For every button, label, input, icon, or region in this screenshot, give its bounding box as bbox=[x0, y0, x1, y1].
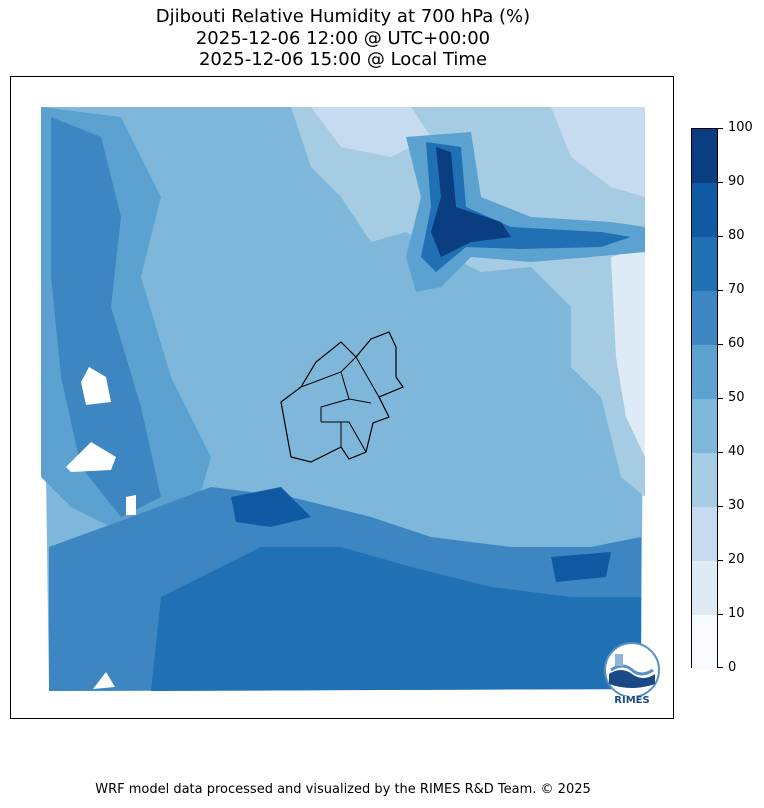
colorbar-segment bbox=[692, 183, 717, 237]
colorbar-segment bbox=[692, 237, 717, 291]
title-line-1: Djibouti Relative Humidity at 700 hPa (%… bbox=[155, 6, 531, 27]
colorbar-tick bbox=[718, 506, 723, 507]
colorbar-segment bbox=[692, 291, 717, 345]
humidity-plume-northeast bbox=[406, 132, 645, 292]
colorbar-tick bbox=[718, 290, 723, 291]
colorbar-tick-label: 30 bbox=[728, 498, 745, 513]
colorbar-tick bbox=[718, 614, 723, 615]
colorbar-tick-label: 60 bbox=[728, 336, 745, 351]
colorbar-segment bbox=[692, 507, 717, 561]
colorbar-segment bbox=[692, 615, 717, 669]
colorbar-tick bbox=[718, 236, 723, 237]
chart-title: Djibouti Relative Humidity at 700 hPa (%… bbox=[0, 6, 686, 71]
humidity-core-south bbox=[231, 487, 311, 527]
humidity-moister-south bbox=[151, 547, 641, 691]
humidity-moister-west bbox=[51, 117, 161, 517]
colorbar-tick bbox=[718, 560, 723, 561]
colorbar-tick-label: 10 bbox=[728, 606, 745, 621]
rimes-logo-icon bbox=[604, 642, 660, 698]
humidity-very-dry-northeast bbox=[551, 107, 645, 197]
map-frame bbox=[10, 76, 674, 719]
missing-data-patch-2 bbox=[66, 442, 116, 472]
colorbar bbox=[691, 128, 718, 669]
colorbar-tick-label: 100 bbox=[728, 120, 753, 135]
colorbar-tick-label: 0 bbox=[728, 660, 737, 675]
colorbar-tick-label: 80 bbox=[728, 228, 745, 243]
colorbar-tick bbox=[718, 452, 723, 453]
footer-credit: WRF model data processed and visualized … bbox=[95, 782, 591, 797]
colorbar-tick-label: 70 bbox=[728, 282, 745, 297]
humidity-core-southeast bbox=[551, 552, 611, 582]
colorbar-tick bbox=[718, 398, 723, 399]
colorbar-tick-label: 90 bbox=[728, 174, 745, 189]
colorbar-tick bbox=[718, 667, 723, 668]
logo-text: RIMES bbox=[614, 695, 650, 706]
colorbar-segment bbox=[692, 399, 717, 453]
colorbar-tick-label: 40 bbox=[728, 444, 745, 459]
missing-data-patch-4 bbox=[93, 672, 115, 689]
missing-data-patch-3 bbox=[126, 495, 136, 515]
humidity-plume-peak bbox=[431, 147, 511, 257]
colorbar-segment bbox=[692, 129, 717, 183]
humidity-very-dry-north bbox=[311, 107, 431, 157]
colorbar-segment bbox=[692, 453, 717, 507]
missing-data-patch-1 bbox=[81, 367, 111, 405]
rimes-logo: RIMES bbox=[601, 640, 663, 706]
colorbar-tick-label: 20 bbox=[728, 552, 745, 567]
colorbar-tick bbox=[718, 182, 723, 183]
colorbar-segment bbox=[692, 345, 717, 399]
title-line-2: 2025-12-06 12:00 @ UTC+00:00 bbox=[195, 27, 491, 49]
humidity-very-dry-east bbox=[611, 247, 645, 457]
humidity-field-map bbox=[41, 107, 645, 691]
colorbar-tick bbox=[718, 128, 723, 129]
djibouti-region-borders bbox=[300, 356, 380, 453]
colorbar-segment bbox=[692, 561, 717, 615]
colorbar-tick-label: 50 bbox=[728, 390, 745, 405]
title-line-3: 2025-12-06 15:00 @ Local Time bbox=[198, 49, 488, 70]
colorbar-tick bbox=[718, 344, 723, 345]
